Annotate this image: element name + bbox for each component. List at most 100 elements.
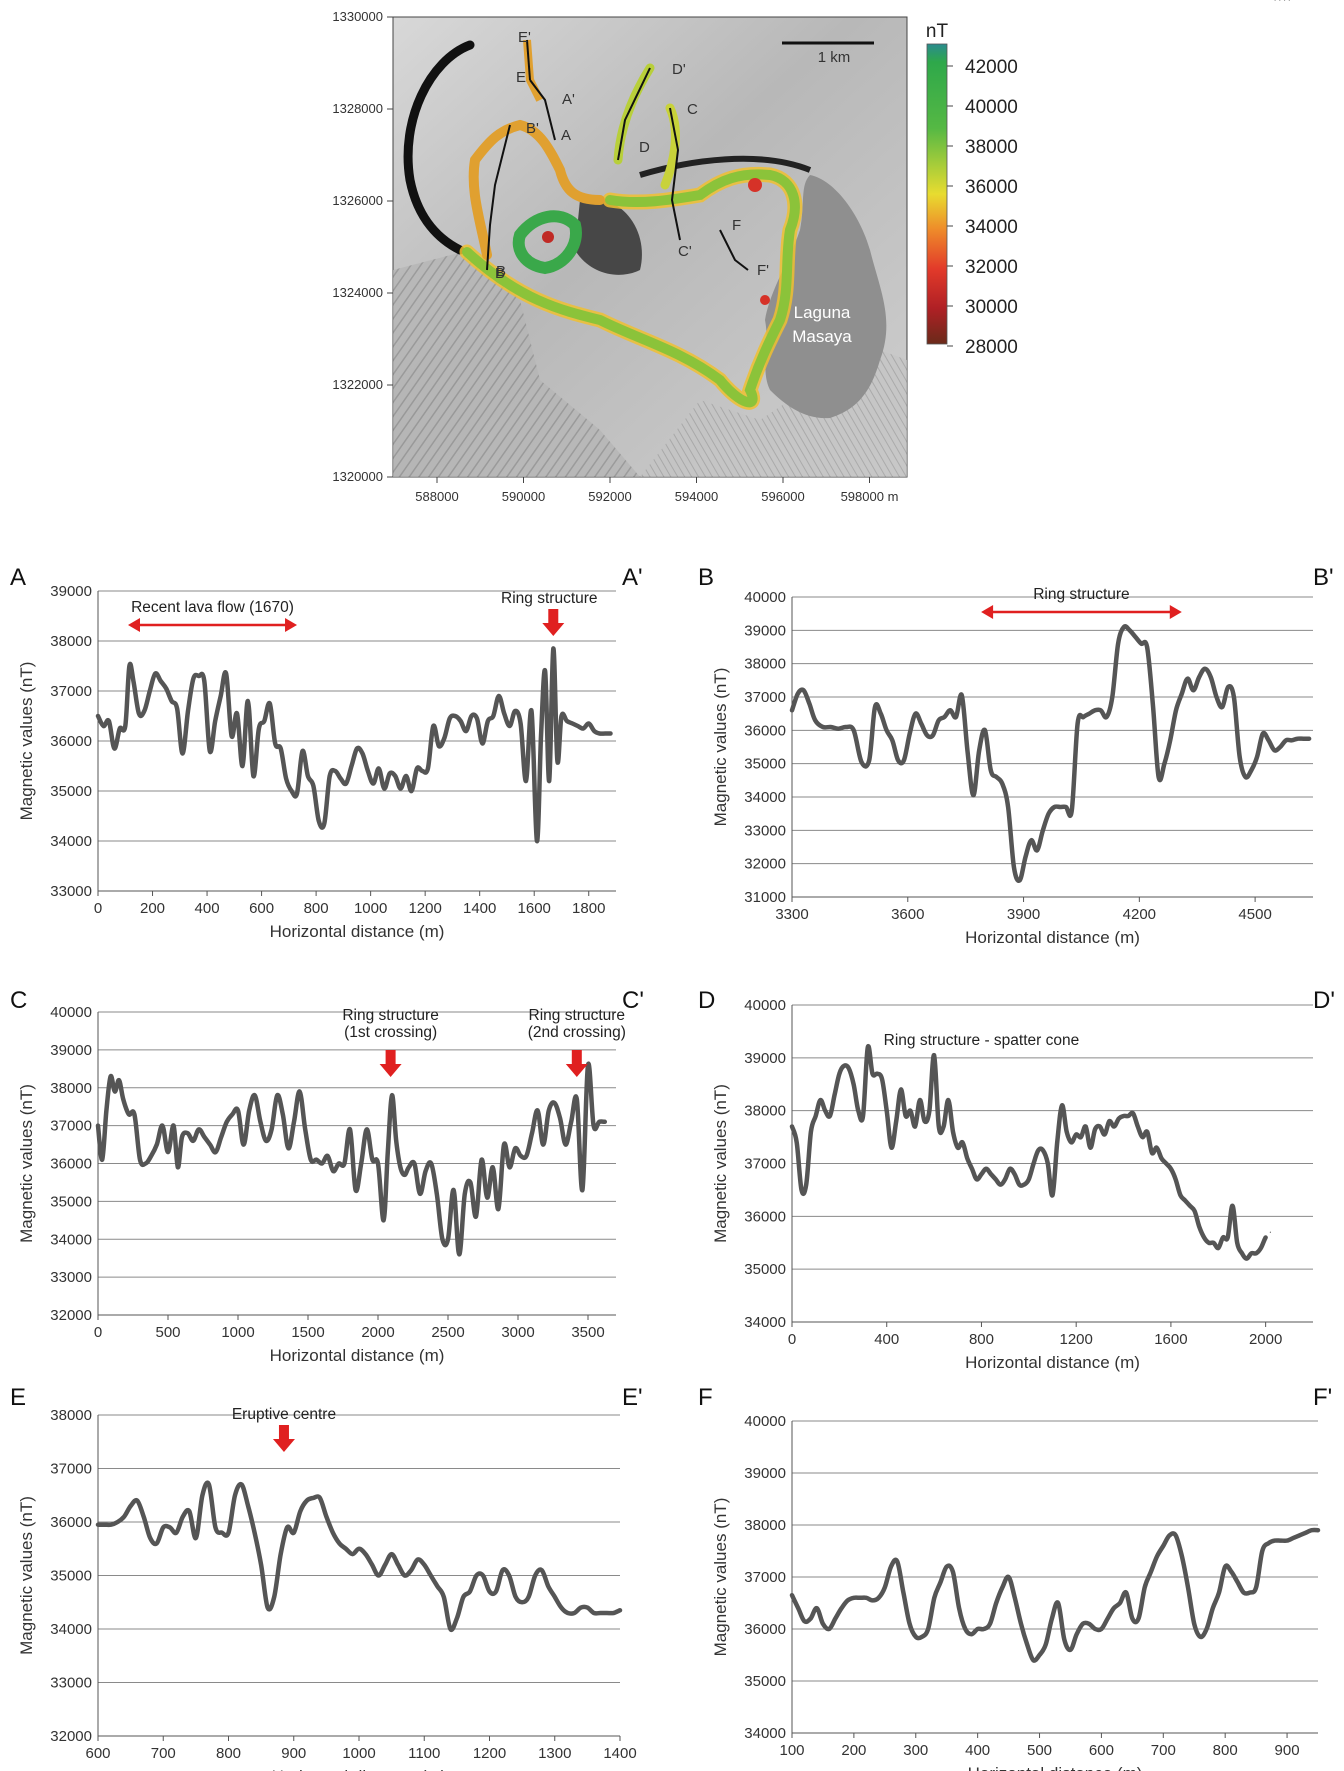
y-tick-label: 36000: [50, 1514, 92, 1531]
y-tick-label: 33000: [50, 1269, 92, 1286]
colorbar-unit: nT: [926, 21, 949, 42]
data-point: [160, 680, 162, 682]
y-tick-label: 36000: [50, 1156, 92, 1173]
data-point: [977, 1628, 979, 1630]
data-point: [1048, 813, 1050, 815]
map-y-tick-label: 1324000: [332, 285, 383, 300]
data-point: [881, 1078, 883, 1080]
y-tick-label: 40000: [744, 589, 786, 606]
annotation-label: Recent lava flow (1670): [131, 599, 294, 616]
data-point: [814, 719, 816, 721]
data-point: [176, 707, 178, 710]
data-point: [260, 1564, 262, 1566]
profile-end-label: F': [1313, 1384, 1332, 1411]
data-point: [980, 1173, 983, 1175]
data-point: [391, 1553, 393, 1555]
data-point: [410, 790, 413, 792]
y-axis-label: Magnetic values (nT): [17, 662, 36, 821]
data-point: [1065, 806, 1067, 808]
data-point: [847, 1599, 849, 1601]
data-point: [436, 1585, 438, 1587]
data-point: [1286, 1540, 1288, 1542]
map-y-tick-label: 1322000: [332, 377, 383, 392]
survey-track-north: [468, 119, 605, 260]
data-point: [548, 1109, 550, 1112]
data-point: [248, 1109, 250, 1112]
data-point: [946, 1566, 948, 1568]
data-point: [1099, 1125, 1101, 1128]
data-point: [1187, 678, 1189, 680]
data-point: [102, 725, 105, 727]
data-point: [110, 1075, 112, 1077]
data-point: [285, 777, 287, 780]
data-point: [214, 720, 216, 722]
x-tick-label: 700: [1151, 1742, 1176, 1759]
data-point: [97, 1524, 99, 1526]
data-point: [273, 1596, 275, 1598]
data-point: [340, 777, 342, 780]
map-profile-label: A': [562, 91, 575, 108]
data-point: [604, 732, 606, 735]
colorbar-tick-label: 40000: [965, 97, 1018, 118]
data-point: [97, 715, 99, 717]
data-point: [1132, 1112, 1134, 1114]
map-x-axis: 588000 590000 592000 594000 596000 598000 m: [415, 477, 898, 504]
lake-label-2: Masaya: [792, 327, 852, 346]
data-point: [367, 770, 369, 772]
map-x-tick-label: 588000: [415, 489, 458, 504]
data-point: [356, 747, 358, 750]
y-tick-label: 40000: [744, 997, 786, 1014]
profile-chart-a: 33000 34000 35000 36000 37000 38000 39000 0 200 4…: [10, 564, 643, 941]
data-point: [323, 822, 325, 825]
data-point: [928, 1110, 931, 1112]
y-tick-label: 31000: [744, 889, 786, 906]
arrow-head: [127, 618, 140, 632]
data-point: [198, 1128, 200, 1130]
data-point: [495, 1590, 497, 1593]
data-point: [220, 695, 222, 697]
data-point: [1113, 1607, 1115, 1609]
x-tick-label: 4200: [1123, 906, 1156, 923]
data-point: [404, 1574, 406, 1577]
map-profile-label: D: [639, 139, 650, 156]
data-point: [427, 767, 429, 770]
data-point: [177, 1166, 179, 1168]
data-point: [1165, 1162, 1167, 1165]
data-point: [1255, 1586, 1257, 1588]
data-point: [154, 672, 156, 675]
data-point: [443, 737, 445, 740]
data-point: [943, 716, 946, 718]
data-point: [364, 1553, 367, 1555]
data-point: [884, 1586, 886, 1588]
data-point: [394, 775, 396, 777]
data-point: [1125, 1592, 1127, 1594]
data-point: [187, 710, 189, 712]
data-point: [874, 706, 876, 708]
data-point: [497, 1208, 499, 1210]
data-point: [410, 1569, 412, 1571]
data-point: [201, 1494, 203, 1496]
data-point: [876, 1073, 878, 1075]
data-point: [1014, 1173, 1016, 1175]
data-point: [274, 742, 276, 745]
data-point: [469, 1590, 471, 1593]
data-point: [383, 787, 385, 790]
data-point: [1033, 1162, 1035, 1165]
data-point: [1030, 839, 1032, 841]
annotation-arrow: [542, 609, 565, 636]
data-point: [349, 1128, 351, 1130]
data-point: [145, 1162, 147, 1165]
y-axis-label: Magnetic values (nT): [711, 1084, 730, 1243]
data-point: [443, 1596, 445, 1598]
data-point: [124, 725, 126, 727]
data-point: [181, 752, 184, 755]
annotation-label: Ring structure: [529, 1007, 625, 1024]
data-point: [1160, 1157, 1162, 1159]
data-point: [1227, 1236, 1229, 1239]
data-point: [215, 1151, 217, 1153]
data-point: [995, 1602, 997, 1604]
data-point: [1051, 1618, 1053, 1620]
x-tick-label: 800: [969, 1331, 994, 1348]
x-tick-label: 500: [1027, 1742, 1052, 1759]
data-point: [475, 1574, 477, 1577]
